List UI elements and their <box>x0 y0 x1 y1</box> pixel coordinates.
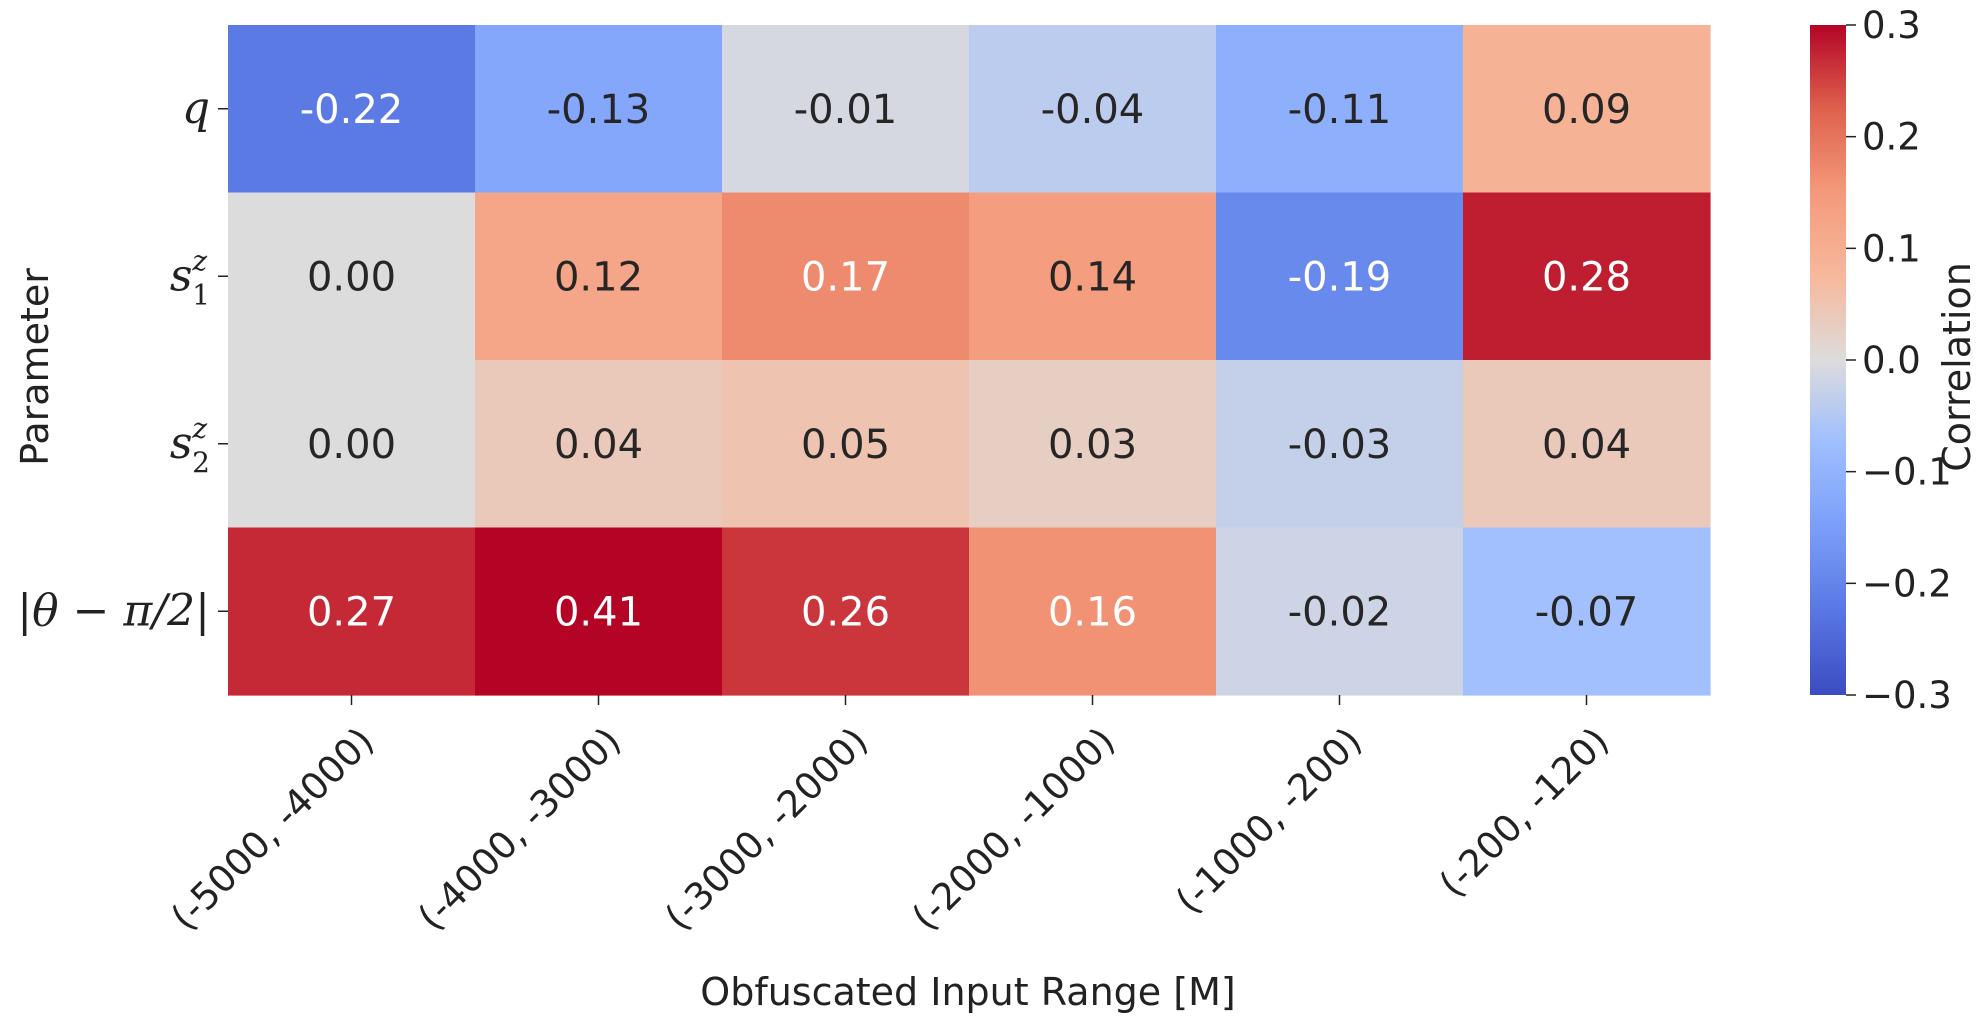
heatmap-cell <box>1463 25 1711 194</box>
x-tick-label: (-3000, -2000) <box>657 719 877 939</box>
colorbar-tick-label: −0.1 <box>1862 451 1952 494</box>
cell-value: -0.13 <box>547 87 651 133</box>
cell-value: 0.05 <box>801 422 890 468</box>
heatmap-cell <box>228 527 476 696</box>
colorbar: −0.3 −0.2 −0.1 0.0 0.1 0.2 0.3 <box>1810 4 1952 717</box>
y-tick-label: sz 1 <box>170 244 210 311</box>
heatmap-cell <box>722 527 970 696</box>
cell-value: 0.00 <box>307 254 396 300</box>
y-axis-ticks: q sz 1 sz 2 |θ − π/2| <box>17 83 228 636</box>
heatmap-cell <box>1216 360 1464 529</box>
heatmap-cell <box>1216 192 1464 361</box>
heatmap-cell <box>475 527 723 696</box>
cell-value: -0.11 <box>1288 87 1392 133</box>
cell-value: -0.02 <box>1288 589 1392 635</box>
x-axis-ticks: (-5000, -4000) (-4000, -3000) (-3000, -200… <box>163 695 1617 939</box>
heatmap-cell <box>969 25 1217 194</box>
cell-value: 0.26 <box>801 589 890 635</box>
cell-value: 0.04 <box>1542 422 1631 468</box>
heatmap-cell <box>969 192 1217 361</box>
x-tick-label: (-1000, -200) <box>1167 719 1370 922</box>
heatmap-cell <box>1216 527 1464 696</box>
cell-value: 0.27 <box>307 589 396 635</box>
colorbar-title: Correlation <box>1935 262 1979 472</box>
heatmap-cell <box>475 192 723 361</box>
heatmap-cell <box>475 360 723 529</box>
heatmap-cell <box>722 360 970 529</box>
x-tick-label: (-5000, -4000) <box>163 719 383 939</box>
cell-value: 0.41 <box>554 589 643 635</box>
x-axis-title: Obfuscated Input Range [M] <box>700 970 1235 1014</box>
colorbar-gradient <box>1810 25 1846 695</box>
colorbar-tick-label: 0.0 <box>1862 339 1921 382</box>
heatmap-cell <box>228 192 476 361</box>
cell-value: 0.12 <box>554 254 643 300</box>
heatmap-cell <box>228 360 476 529</box>
cell-value: 0.28 <box>1542 254 1631 300</box>
cell-value-labels: -0.22 -0.13 -0.01 -0.04 -0.11 0.09 0.00 0.12 0.1… <box>300 87 1639 636</box>
heatmap-cell <box>722 25 970 194</box>
cell-value: 0.17 <box>801 254 890 300</box>
heatmap-cells <box>228 25 1711 696</box>
colorbar-tick-label: 0.2 <box>1862 116 1921 159</box>
cell-value: -0.19 <box>1288 254 1392 300</box>
cell-value: -0.01 <box>794 87 898 133</box>
y-tick-label: q <box>182 83 210 134</box>
cell-value: 0.16 <box>1048 589 1137 635</box>
heatmap-cell <box>1463 192 1711 361</box>
cell-value: 0.04 <box>554 422 643 468</box>
cell-value: 0.03 <box>1048 422 1137 468</box>
cell-value: 0.14 <box>1048 254 1137 300</box>
colorbar-tick-label: 0.3 <box>1862 4 1921 47</box>
colorbar-tick-label: −0.2 <box>1862 562 1952 605</box>
y-tick-label: |θ − π/2| <box>17 585 210 636</box>
x-tick-label: (-200, -120) <box>1431 719 1617 905</box>
cell-value: -0.22 <box>300 87 404 133</box>
heatmap-cell <box>969 527 1217 696</box>
heatmap-cell <box>475 25 723 194</box>
y-tick-label: sz 2 <box>170 412 210 479</box>
cell-value: 0.09 <box>1542 87 1631 133</box>
cell-value: -0.07 <box>1535 589 1639 635</box>
x-tick-label: (-4000, -3000) <box>410 719 630 939</box>
x-tick-label: (-2000, -1000) <box>904 719 1124 939</box>
y-axis-title: Parameter <box>13 268 57 466</box>
cell-value: -0.03 <box>1288 422 1392 468</box>
cell-value: 0.00 <box>307 422 396 468</box>
heatmap-cell <box>228 25 476 194</box>
heatmap-cell <box>969 360 1217 529</box>
colorbar-tick-label: 0.1 <box>1862 227 1921 270</box>
heatmap-cell <box>722 192 970 361</box>
heatmap-cell <box>1216 25 1464 194</box>
cell-value: -0.04 <box>1041 87 1145 133</box>
colorbar-tick-label: −0.3 <box>1862 674 1952 717</box>
heatmap-cell <box>1463 527 1711 696</box>
heatmap-cell <box>1463 360 1711 529</box>
